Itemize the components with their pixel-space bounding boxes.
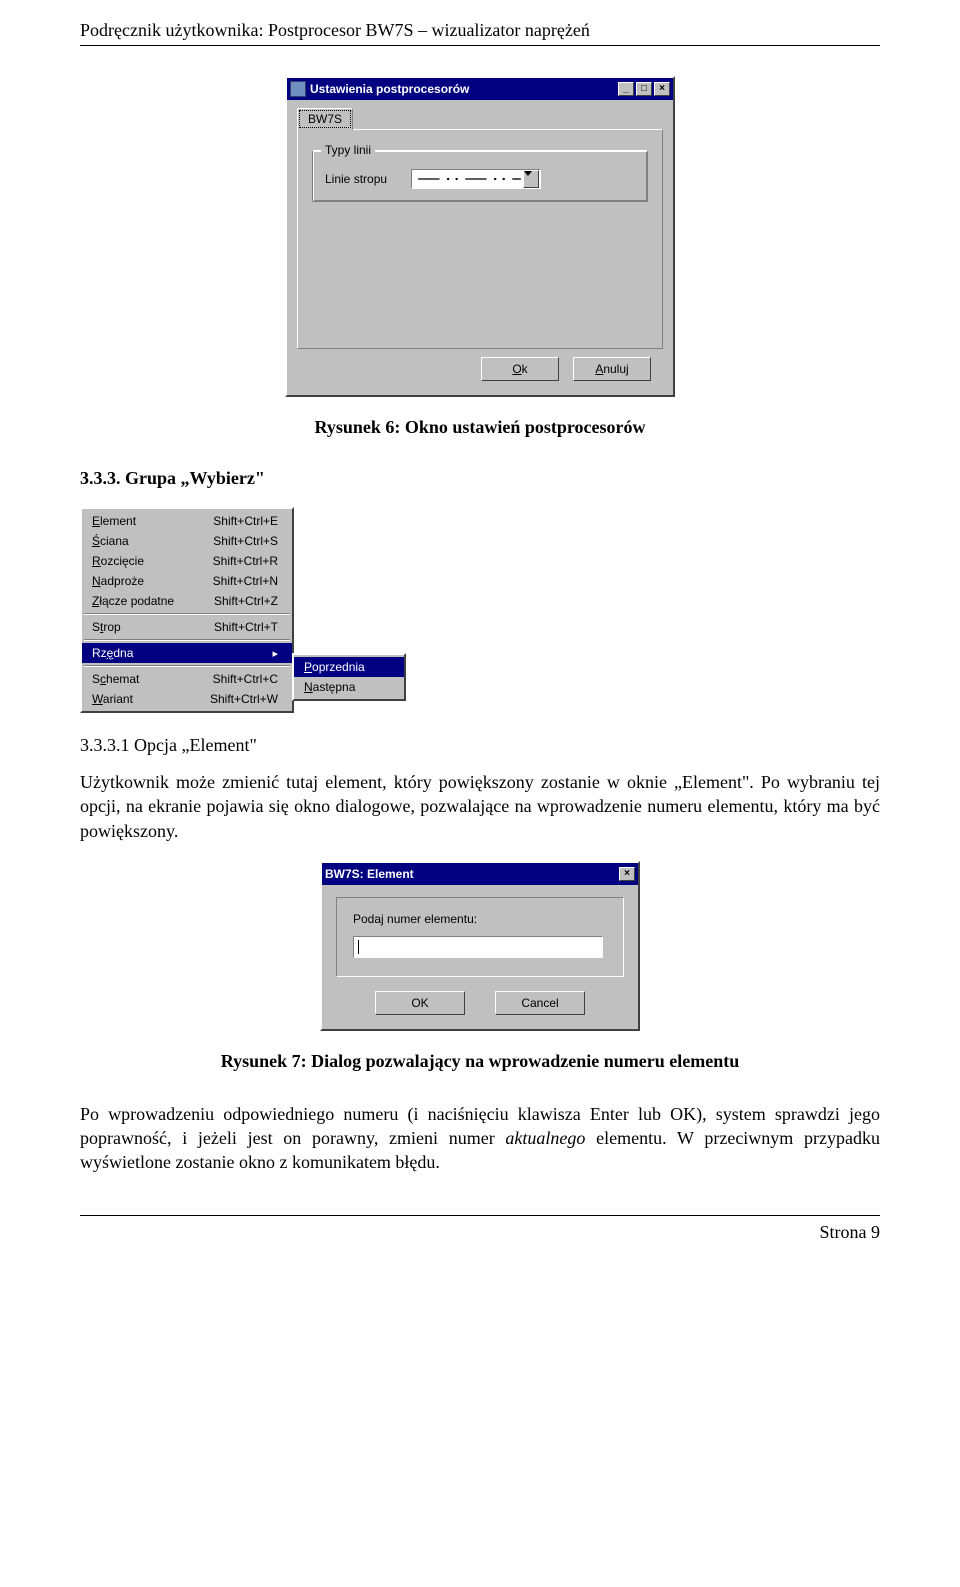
menu-item-label: Wariant <box>92 692 133 706</box>
menu-item[interactable]: Rzędna <box>82 643 292 663</box>
minimize-icon[interactable]: _ <box>618 82 634 96</box>
menu-item-shortcut: Shift+Ctrl+T <box>214 620 278 634</box>
chevron-down-icon[interactable] <box>523 170 539 188</box>
element-number-input[interactable] <box>353 936 603 958</box>
menu-item-shortcut: Shift+Ctrl+N <box>213 574 278 588</box>
menu-item-shortcut: Shift+Ctrl+E <box>213 514 278 528</box>
menu-item[interactable]: Złącze podatne Shift+Ctrl+Z <box>82 591 292 611</box>
paragraph-element-option: Użytkownik może zmienić tutaj element, k… <box>80 770 880 843</box>
menu-item-shortcut: Shift+Ctrl+Z <box>214 594 278 608</box>
menu-item[interactable]: Rozcięcie Shift+Ctrl+R <box>82 551 292 571</box>
figure-caption-6: Rysunek 6: Okno ustawień postprocesorów <box>80 417 880 438</box>
menu-item[interactable]: Nadproże Shift+Ctrl+N <box>82 571 292 591</box>
context-menu: Element Shift+Ctrl+E Ściana Shift+Ctrl+S Roz… <box>80 507 880 713</box>
section-heading-3-3-3: 3.3.3. Grupa „Wybierz" <box>80 468 880 489</box>
titlebar: Ustawienia postprocesorów _ □ × <box>287 78 673 100</box>
paragraph-after-dialog: Po wprowadzeniu odpowiedniego numeru (i … <box>80 1102 880 1175</box>
menu-item-label: Ściana <box>92 534 129 548</box>
submenu-rzedna: Poprzednia Następna <box>292 653 406 701</box>
menu-item[interactable]: Strop Shift+Ctrl+T <box>82 617 292 637</box>
groupbox-line-types: Typy linii Linie stropu <box>312 150 648 202</box>
figure-caption-7: Rysunek 7: Dialog pozwalający na wprowad… <box>80 1051 880 1072</box>
menu-item[interactable]: Ściana Shift+Ctrl+S <box>82 531 292 551</box>
menu-item[interactable]: Poprzednia <box>294 657 404 677</box>
close-icon[interactable]: × <box>619 867 635 881</box>
settings-dialog: Ustawienia postprocesorów _ □ × BW7S Typ… <box>285 76 675 397</box>
titlebar: BW7S: Element × <box>322 863 638 885</box>
tab-bw7s[interactable]: BW7S <box>297 108 353 130</box>
menu-item-label: Element <box>92 514 136 528</box>
menu-item-label: Złącze podatne <box>92 594 174 608</box>
menu-item-shortcut: Shift+Ctrl+R <box>213 554 278 568</box>
cancel-button[interactable]: Anuluj <box>573 357 651 381</box>
subsection-heading-3-3-3-1: 3.3.3.1 Opcja „Element" <box>80 735 880 756</box>
dialog-content-panel: Podaj numer elementu: <box>336 897 624 977</box>
menu-item[interactable]: Następna <box>294 677 404 697</box>
menu-item-shortcut <box>272 646 278 660</box>
menu-item-label: Następna <box>304 680 355 694</box>
element-dialog: BW7S: Element × Podaj numer elementu: OK… <box>320 861 640 1031</box>
field-label-linie-stropu: Linie stropu <box>325 172 387 186</box>
prompt-label: Podaj numer elementu: <box>353 912 607 926</box>
menu-item[interactable]: Wariant Shift+Ctrl+W <box>82 689 292 709</box>
cancel-button[interactable]: Cancel <box>495 991 585 1015</box>
ok-button[interactable]: Ok <box>481 357 559 381</box>
menu-item[interactable]: Schemat Shift+Ctrl+C <box>82 669 292 689</box>
groupbox-title: Typy linii <box>321 143 375 157</box>
ok-button[interactable]: OK <box>375 991 465 1015</box>
menu-item-label: Strop <box>92 620 121 634</box>
menu-item-shortcut: Shift+Ctrl+S <box>213 534 278 548</box>
app-icon <box>290 81 306 97</box>
tab-panel: Typy linii Linie stropu <box>297 129 663 349</box>
menu-item-label: Rozcięcie <box>92 554 144 568</box>
menu-item-label: Rzędna <box>92 646 133 660</box>
dialog-title: BW7S: Element <box>325 867 619 881</box>
menu-item-shortcut: Shift+Ctrl+C <box>213 672 278 686</box>
menu-item[interactable]: Element Shift+Ctrl+E <box>82 511 292 531</box>
line-pattern-icon <box>416 170 523 188</box>
close-icon[interactable]: × <box>654 82 670 96</box>
text-caret <box>358 940 359 954</box>
menu-item-label: Schemat <box>92 672 139 686</box>
menu-item-label: Poprzednia <box>304 660 365 674</box>
maximize-icon[interactable]: □ <box>636 82 652 96</box>
menu-item-label: Nadproże <box>92 574 144 588</box>
line-style-combo[interactable] <box>411 169 541 189</box>
page-footer: Strona 9 <box>80 1215 880 1243</box>
page-header: Podręcznik użytkownika: Postprocesor BW7… <box>80 20 880 46</box>
dialog-title: Ustawienia postprocesorów <box>310 82 618 96</box>
menu-item-shortcut: Shift+Ctrl+W <box>210 692 278 706</box>
